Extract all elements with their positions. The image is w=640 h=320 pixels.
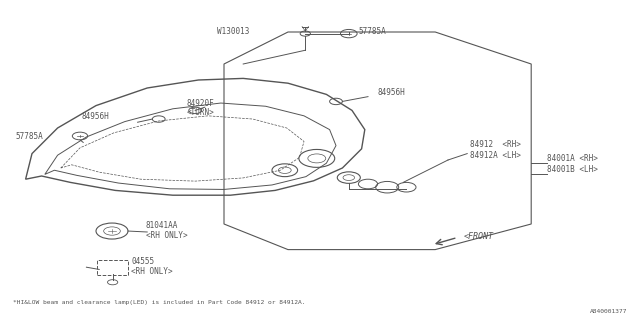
Text: 84001B <LH>: 84001B <LH>: [547, 165, 598, 174]
Text: <RH ONLY>: <RH ONLY>: [131, 267, 173, 276]
Text: <TURN>: <TURN>: [187, 108, 214, 116]
Text: <FRONT: <FRONT: [464, 232, 494, 241]
Text: 57785A: 57785A: [358, 27, 386, 36]
Text: <RH ONLY>: <RH ONLY>: [146, 231, 188, 240]
Text: 84956H: 84956H: [378, 88, 405, 97]
Text: 57785A: 57785A: [16, 132, 44, 141]
Text: 04555: 04555: [131, 257, 154, 266]
Text: 84912A <LH>: 84912A <LH>: [470, 151, 521, 160]
Text: W130013: W130013: [217, 27, 250, 36]
Text: 81041AA: 81041AA: [146, 221, 179, 230]
Text: 84956H: 84956H: [81, 112, 109, 121]
Text: A840001377: A840001377: [589, 309, 627, 314]
Text: 84920F: 84920F: [187, 99, 214, 108]
Text: 84912  <RH>: 84912 <RH>: [470, 140, 521, 149]
Text: 84001A <RH>: 84001A <RH>: [547, 154, 598, 163]
Text: *HI&LOW beam and clearance lamp(LED) is included in Part Code 84912 or 84912A.: *HI&LOW beam and clearance lamp(LED) is …: [13, 300, 305, 305]
